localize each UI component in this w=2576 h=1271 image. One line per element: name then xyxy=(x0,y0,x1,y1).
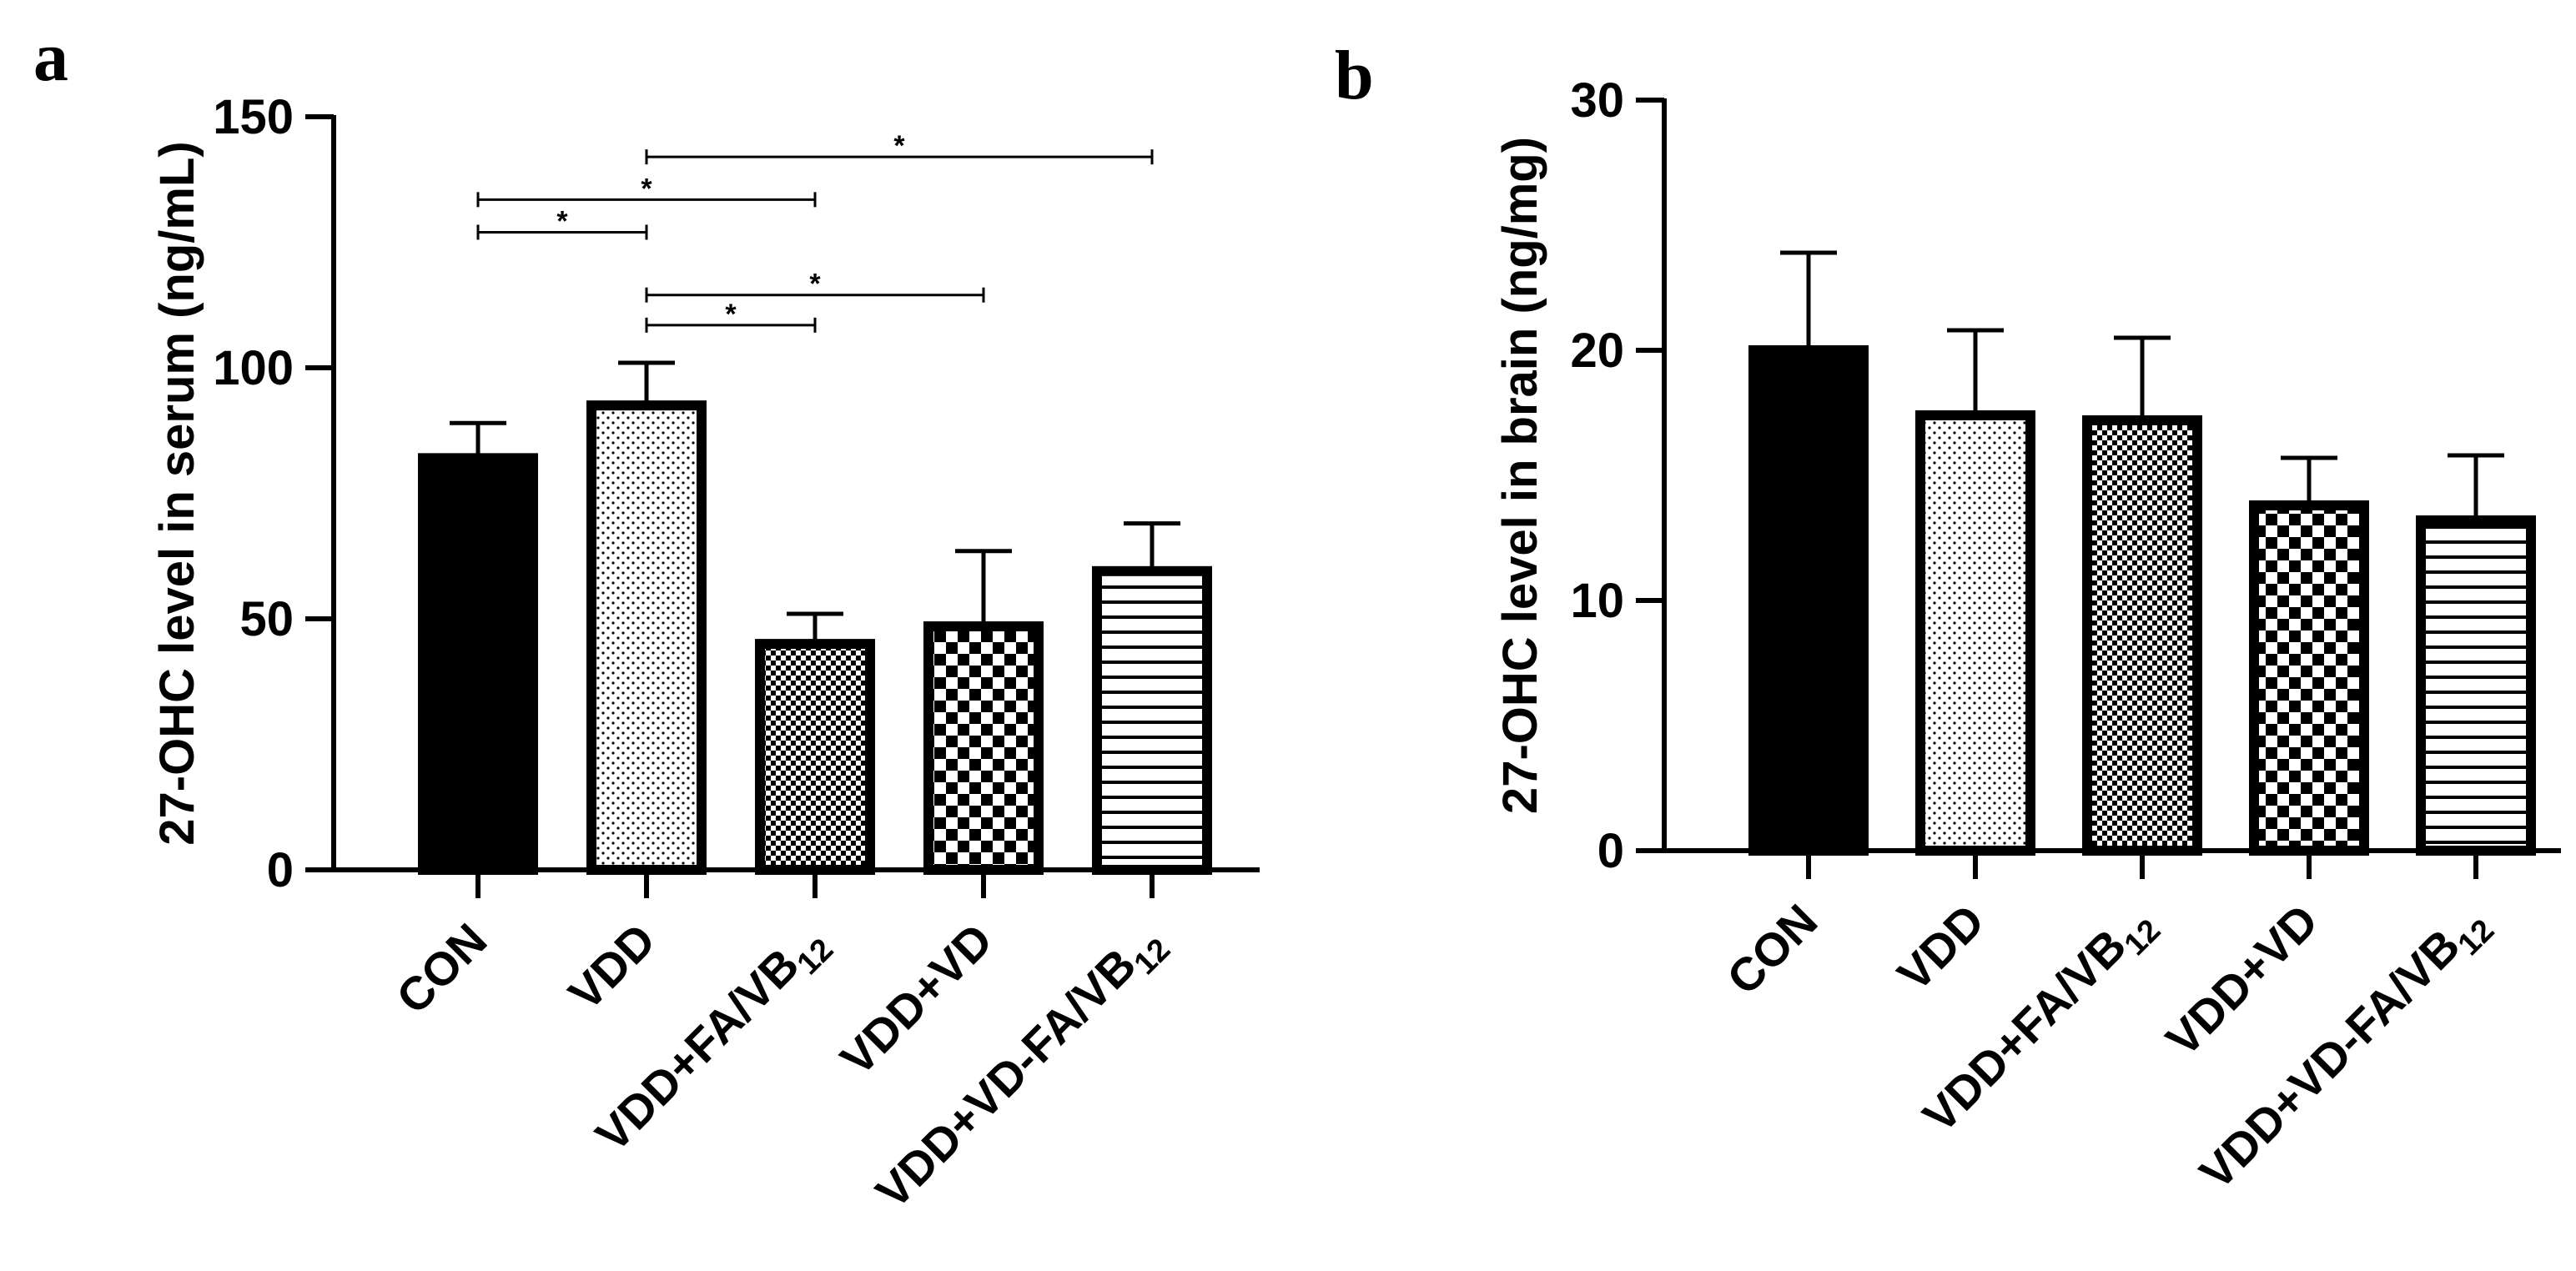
y-axis-label: 27-OHC level in brain (ng/mg) xyxy=(1493,137,1547,814)
significance-star: * xyxy=(893,130,905,162)
x-tick-label: CON xyxy=(1717,894,1828,1005)
y-tick-label: 10 xyxy=(1570,574,1624,628)
bar xyxy=(2082,415,2202,856)
y-tick-label: 150 xyxy=(213,90,294,144)
y-tick-label: 50 xyxy=(239,592,294,646)
x-tick-label: VDD xyxy=(1887,894,1994,1001)
significance-star: * xyxy=(725,299,737,330)
panel-letter: b xyxy=(1335,37,1374,114)
x-tick-label: VDD+VD xyxy=(2156,894,2327,1066)
y-tick-label: 100 xyxy=(213,341,294,395)
x-tick-label: VDD+VD xyxy=(830,913,1002,1085)
bar xyxy=(2249,500,2369,856)
significance-star: * xyxy=(809,269,821,300)
y-tick-label: 0 xyxy=(1597,824,1624,878)
bar xyxy=(923,621,1044,876)
bar xyxy=(586,400,707,875)
panel-b: b 27-OHC level in brain (ng/mg) 0 10 20 30 CON… xyxy=(1335,37,2561,1206)
y-tick-label: 30 xyxy=(1570,73,1624,128)
bar xyxy=(1915,410,2035,856)
y-tick-label: 0 xyxy=(267,843,294,897)
significance-star: * xyxy=(556,205,568,237)
x-tick-label: VDD+VD-FA/VB12 xyxy=(866,913,1178,1225)
bar xyxy=(1748,345,1869,856)
x-tick-label: VDD xyxy=(558,913,665,1020)
x-tick-label: CON xyxy=(386,913,497,1024)
y-tick-label: 20 xyxy=(1570,324,1624,378)
bar xyxy=(1092,565,1212,875)
x-tick-label: VDD+VD-FA/VB12 xyxy=(2190,894,2502,1206)
bar xyxy=(2416,515,2536,856)
panel-letter: a xyxy=(33,18,68,96)
panel-a: a 27-OHC level in serum (ng/mL) 0 50 100 150 C… xyxy=(33,18,1260,1225)
bar xyxy=(755,639,875,875)
bar xyxy=(418,453,538,875)
y-axis-label: 27-OHC level in serum (ng/mL) xyxy=(150,141,204,845)
significance-star: * xyxy=(641,173,652,204)
